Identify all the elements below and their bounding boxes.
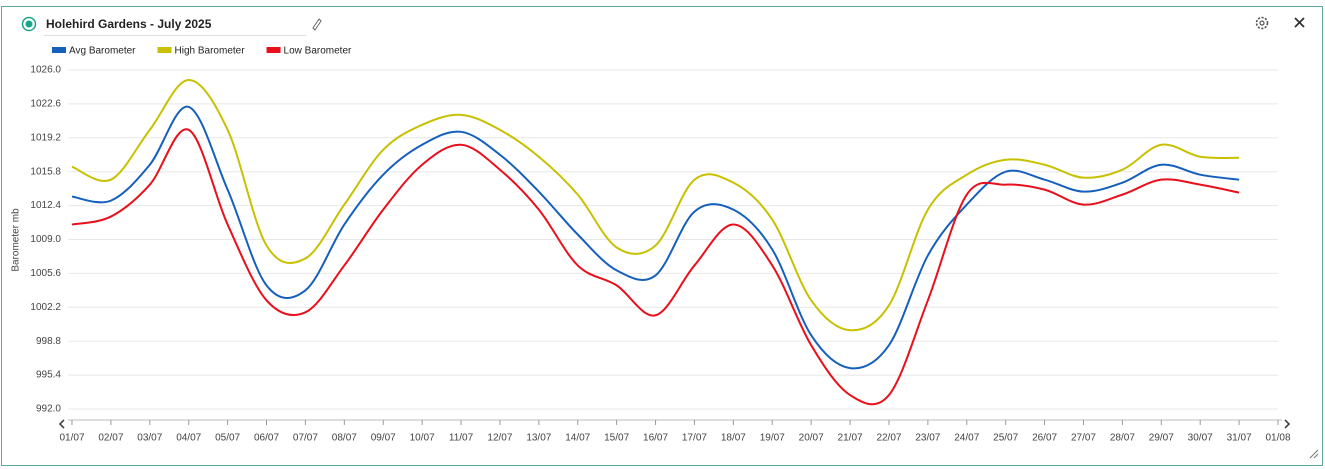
y-tick-label: 1012.4 xyxy=(30,200,61,211)
x-tick-label: 28/07 xyxy=(1110,433,1135,444)
y-tick-label: 1019.2 xyxy=(30,132,61,143)
x-tick-label: 20/07 xyxy=(799,433,824,444)
y-tick-label: 998.8 xyxy=(36,336,61,347)
y-tick-label: 1009.0 xyxy=(30,234,61,245)
status-ring[interactable] xyxy=(21,16,37,32)
legend-swatch xyxy=(52,47,66,53)
x-tick-label: 13/07 xyxy=(526,433,551,444)
legend-item[interactable]: Low Barometer xyxy=(266,46,352,57)
series-line xyxy=(71,128,1240,406)
x-tick-label: 21/07 xyxy=(838,433,863,444)
y-tick-label: 1026.0 xyxy=(30,65,61,76)
x-tick-label: 15/07 xyxy=(604,433,629,444)
x-tick-label: 19/07 xyxy=(760,433,785,444)
x-tick-label: 03/07 xyxy=(137,433,162,444)
x-tick-label: 23/07 xyxy=(915,433,940,444)
x-tick-label: 01/07 xyxy=(59,433,84,444)
x-tick-label: 25/07 xyxy=(993,433,1018,444)
x-tick-label: 01/08 xyxy=(1265,433,1290,444)
y-tick-label: 1015.8 xyxy=(30,166,61,177)
legend-swatch xyxy=(266,47,281,53)
x-tick-label: 17/07 xyxy=(682,433,707,444)
close-icon[interactable] xyxy=(1294,17,1305,28)
gear-inner xyxy=(1259,20,1265,26)
gear-outer xyxy=(1255,16,1269,30)
status-dot xyxy=(25,20,33,28)
y-tick-label: 1002.2 xyxy=(30,302,61,313)
x-tick-label: 24/07 xyxy=(954,433,979,444)
x-tick-label: 22/07 xyxy=(876,433,901,444)
x-tick-label: 27/07 xyxy=(1071,433,1096,444)
x-tick-label: 12/07 xyxy=(487,433,512,444)
y-tick-label: 992.0 xyxy=(36,404,61,415)
y-tick-label: 1022.6 xyxy=(30,99,61,110)
x-tick-label: 07/07 xyxy=(293,433,318,444)
x-tick-label: 18/07 xyxy=(721,433,746,444)
resize-handle[interactable] xyxy=(1309,449,1319,459)
edit-icon[interactable] xyxy=(312,18,322,31)
y-axis-label: Barometer mb xyxy=(11,208,22,272)
y-tick-label: 995.4 xyxy=(36,370,61,381)
series-line xyxy=(71,105,1240,370)
legend-item[interactable]: High Barometer xyxy=(157,46,246,57)
scroll-left[interactable] xyxy=(58,419,65,429)
y-tick-label: 1005.6 xyxy=(30,268,61,279)
series-line xyxy=(71,78,1240,332)
x-tick-label: 31/07 xyxy=(1227,433,1252,444)
settings-icon[interactable] xyxy=(1255,16,1269,30)
x-tick-label: 10/07 xyxy=(410,433,435,444)
x-tick-label: 11/07 xyxy=(449,433,474,444)
x-tick-label: 30/07 xyxy=(1188,433,1213,444)
legend-label: Low Barometer xyxy=(284,46,352,57)
x-tick-label: 14/07 xyxy=(565,433,590,444)
x-tick-label: 02/07 xyxy=(98,433,123,444)
scroll-right[interactable] xyxy=(1284,419,1291,429)
x-tick-label: 29/07 xyxy=(1149,433,1174,444)
x-tick-label: 09/07 xyxy=(371,433,396,444)
x-tick-label: 16/07 xyxy=(643,433,668,444)
legend-label: Avg Barometer xyxy=(69,46,136,57)
x-tick-label: 05/07 xyxy=(215,433,240,444)
legend-label: High Barometer xyxy=(175,46,246,57)
x-tick-label: 26/07 xyxy=(1032,433,1057,444)
chart-title: Holehird Gardens - July 2025 xyxy=(46,17,212,31)
x-tick-label: 06/07 xyxy=(254,433,279,444)
legend-item[interactable]: Avg Barometer xyxy=(52,46,136,57)
x-tick-label: 08/07 xyxy=(332,433,357,444)
x-tick-label: 04/07 xyxy=(176,433,201,444)
legend-swatch xyxy=(157,47,172,53)
